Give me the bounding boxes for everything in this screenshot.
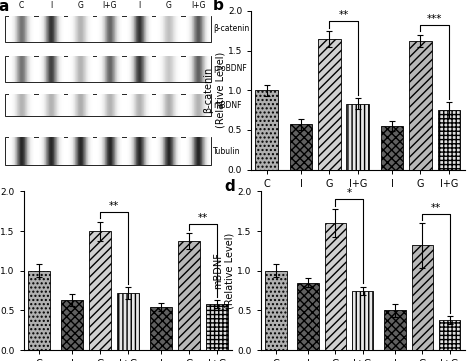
Bar: [439, 320, 460, 350]
Text: 6h: 6h: [414, 209, 427, 219]
Y-axis label: β-catenin
(Relative Level): β-catenin (Relative Level): [203, 52, 225, 129]
Bar: [255, 90, 278, 170]
Text: Tubulin: Tubulin: [213, 147, 240, 156]
Bar: [411, 245, 433, 350]
Text: I: I: [50, 1, 52, 10]
Text: G: G: [166, 1, 172, 10]
Bar: [346, 104, 369, 170]
Text: **: **: [109, 201, 119, 211]
Bar: [5, 56, 211, 82]
Bar: [150, 307, 173, 350]
Bar: [5, 94, 211, 116]
Bar: [325, 223, 346, 350]
Bar: [438, 110, 460, 170]
Bar: [117, 293, 139, 350]
Bar: [409, 41, 432, 170]
Bar: [352, 291, 374, 350]
Text: I+G: I+G: [191, 1, 206, 10]
Text: **: **: [431, 203, 441, 213]
Bar: [61, 300, 83, 350]
Bar: [178, 242, 201, 350]
Y-axis label: mBDNF
(Relative Level): mBDNF (Relative Level): [213, 232, 235, 309]
Bar: [5, 137, 211, 165]
Bar: [206, 304, 228, 350]
Bar: [384, 310, 406, 350]
Bar: [28, 271, 50, 350]
Bar: [297, 283, 319, 350]
Bar: [89, 231, 111, 350]
Text: proBDNF: proBDNF: [213, 64, 247, 73]
Text: 3h: 3h: [323, 209, 336, 219]
Text: *: *: [346, 188, 352, 199]
Text: d: d: [224, 179, 235, 193]
Text: I: I: [138, 1, 140, 10]
Text: C: C: [19, 1, 24, 10]
Text: b: b: [213, 0, 224, 13]
Bar: [381, 126, 403, 170]
Text: a: a: [0, 0, 9, 14]
Bar: [290, 125, 312, 170]
Text: mBDNF: mBDNF: [213, 101, 241, 110]
Text: β-catenin: β-catenin: [213, 25, 249, 33]
Text: I+G: I+G: [103, 1, 117, 10]
Text: **: **: [198, 213, 208, 223]
Text: **: **: [338, 10, 349, 20]
Bar: [265, 271, 286, 350]
Bar: [318, 39, 341, 170]
Bar: [5, 16, 211, 42]
Text: G: G: [78, 1, 83, 10]
Text: ***: ***: [427, 14, 442, 24]
